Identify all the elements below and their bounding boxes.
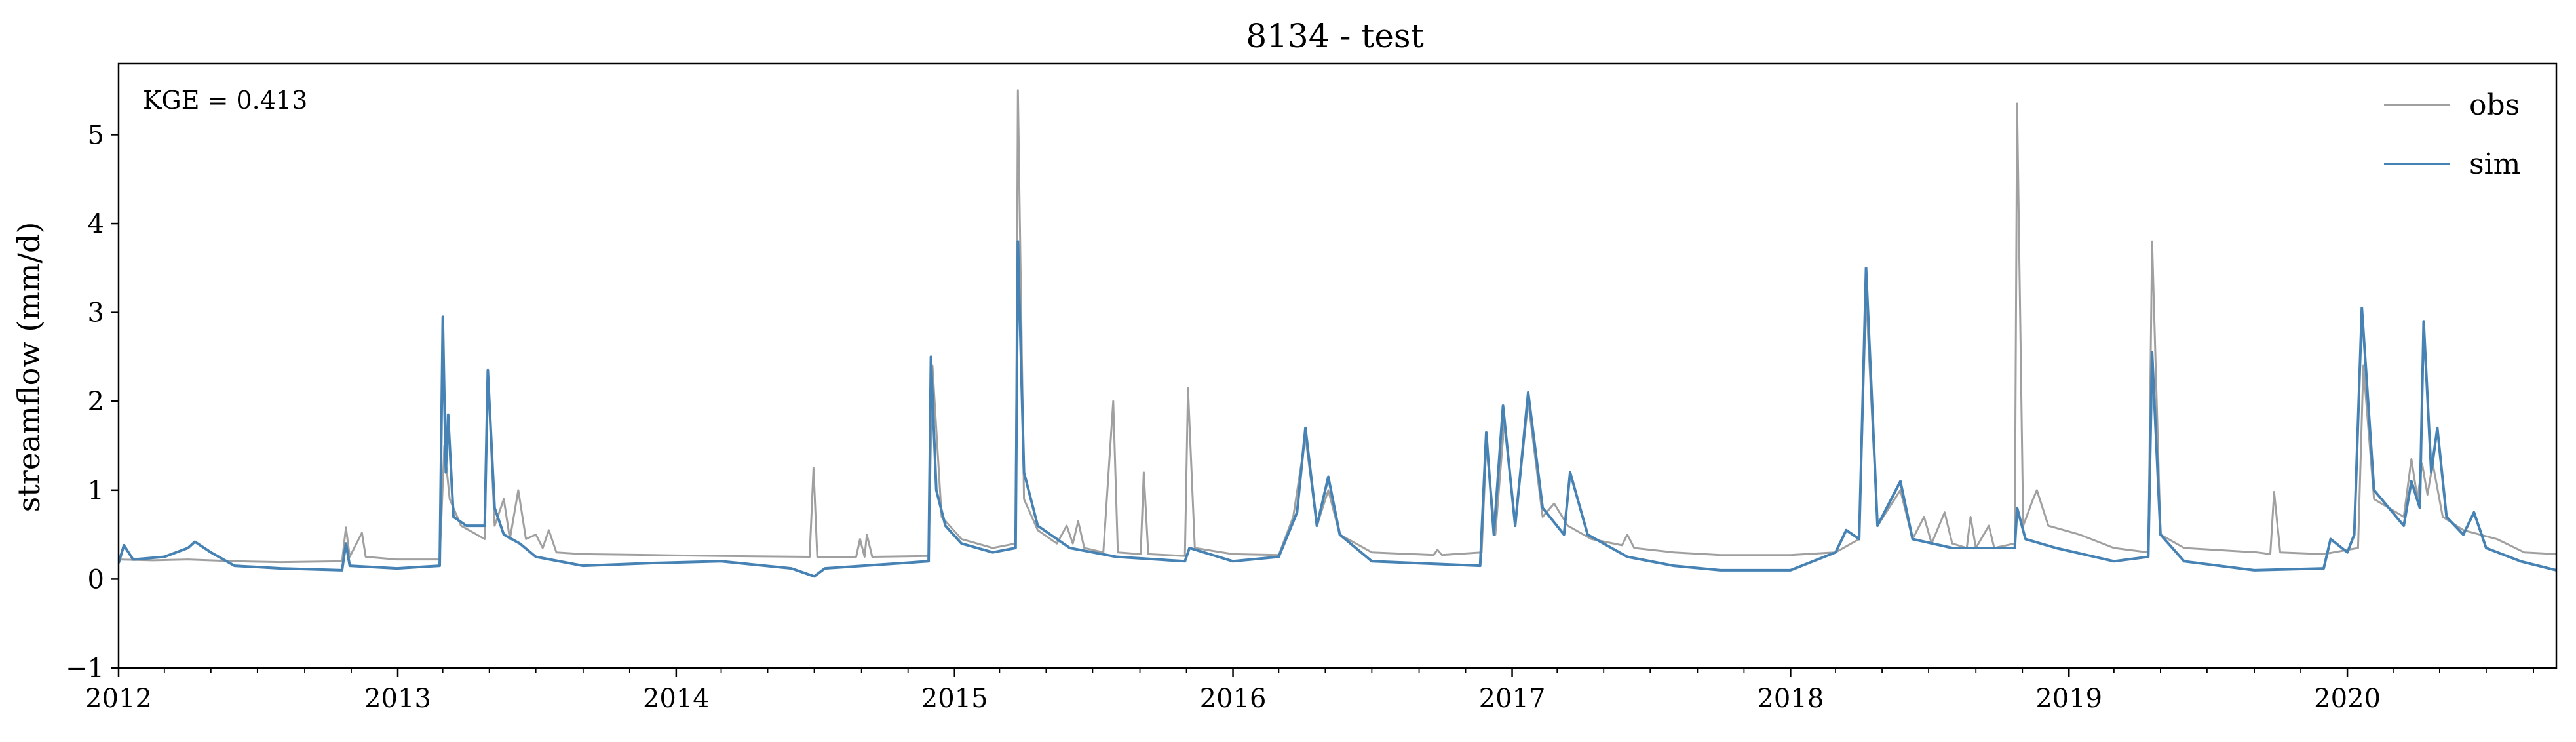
y-tick-label: 2 — [88, 387, 104, 417]
y-tick-label: 1 — [88, 476, 104, 506]
x-tick-label: 2014 — [643, 684, 710, 714]
x-axis: 2012 2013 2014 2015 2016 2017 2018 2019 2020 — [85, 668, 2534, 714]
legend: obs sim — [2384, 88, 2520, 181]
plot-area — [119, 89, 2556, 578]
y-axis: −1 0 1 2 3 4 5 — [66, 120, 119, 684]
x-tick-label: 2013 — [364, 684, 431, 714]
x-tick-label: 2017 — [1479, 684, 1546, 714]
legend-label-obs: obs — [2469, 88, 2520, 122]
x-tick-label: 2015 — [921, 684, 988, 714]
y-tick-label: 3 — [88, 298, 104, 328]
legend-label-sim: sim — [2469, 147, 2520, 181]
x-tick-label: 2019 — [2035, 684, 2102, 714]
y-axis-title: streamflow (mm/d) — [11, 222, 47, 513]
y-tick-label: 4 — [88, 209, 104, 239]
y-tick-label: −1 — [66, 654, 104, 684]
x-tick-label: 2020 — [2314, 684, 2381, 714]
series-line-sim — [119, 240, 2556, 578]
plot-frame — [117, 62, 2558, 669]
chart-title: 8134 - test — [1246, 17, 1423, 55]
x-tick-label: 2018 — [1757, 684, 1824, 714]
y-tick-label: 0 — [88, 564, 104, 595]
x-tick-label: 2012 — [85, 684, 152, 714]
x-tick-label: 2016 — [1200, 684, 1267, 714]
kge-annotation: KGE = 0.413 — [143, 86, 307, 115]
y-tick-label: 5 — [88, 120, 104, 150]
